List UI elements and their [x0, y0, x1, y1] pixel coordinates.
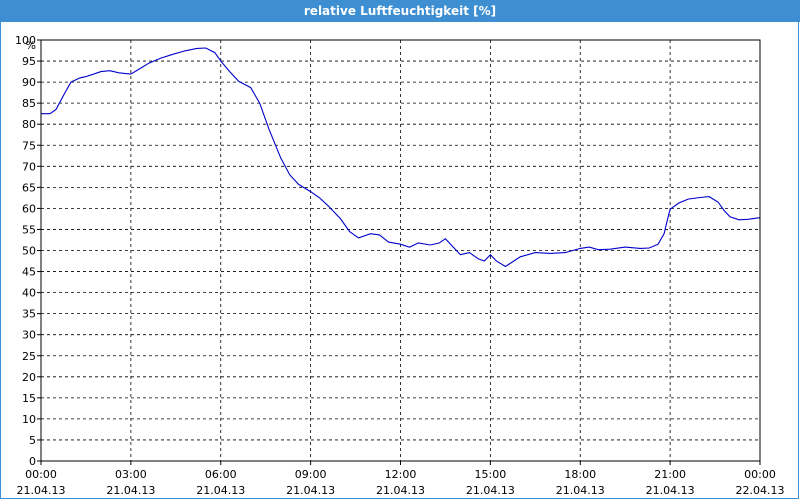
x-tick-time-label: 09:00 [295, 468, 327, 481]
humidity-chart: 0 5 10 15 20 25 30 35 40 45 50 55 60 65 70 75 80 85 90 95 10… [15, 34, 785, 497]
y-tick-label: 0 [29, 455, 36, 468]
y-tick-label: 45 [22, 266, 36, 279]
x-tick-date-label: 21.04.13 [466, 484, 515, 497]
y-tick-label: 100 [15, 34, 36, 47]
y-tick-label: 25 [22, 350, 36, 363]
y-tick-label: 85 [22, 97, 36, 110]
x-tick-time-label: 06:00 [205, 468, 237, 481]
y-axis-ticks: 0 5 10 15 20 25 30 35 40 45 50 55 60 65 70 75 80 85 90 95 10… [15, 34, 36, 468]
y-tick-label: 15 [22, 392, 36, 405]
x-tick-date-label: 21.04.13 [286, 484, 335, 497]
x-tick-date-label: 21.04.13 [376, 484, 425, 497]
x-axis-ticks: 00:00 21.04.13 03:00 21.04.13 06:00 21.04.13 0… [17, 468, 785, 497]
humidity-series-line [41, 47, 761, 268]
x-tick-time-label: 15:00 [475, 468, 507, 481]
y-tick-label: 30 [22, 329, 36, 342]
y-tick-label: 50 [22, 245, 36, 258]
y-tick-label: 75 [22, 139, 36, 152]
y-tick-label: 5 [29, 434, 36, 447]
y-tick-label: 60 [22, 202, 36, 215]
grid-lines [37, 39, 761, 465]
x-tick-time-label: 00:00 [25, 468, 57, 481]
y-tick-label: 70 [22, 160, 36, 173]
x-tick-date-label: 21.04.13 [106, 484, 155, 497]
y-tick-label: 65 [22, 181, 36, 194]
x-tick-date-label: 21.04.13 [556, 484, 605, 497]
x-tick-date-label: 21.04.13 [17, 484, 66, 497]
x-tick-time-label: 12:00 [385, 468, 417, 481]
plot-border [40, 39, 761, 462]
x-tick-time-label: 21:00 [654, 468, 686, 481]
chart-title-bar [0, 0, 800, 22]
chart-title: relative Luftfeuchtigkeit [%] [303, 4, 497, 18]
x-tick-date-label: 22.04.13 [736, 484, 785, 497]
x-tick-time-label: 00:00 [744, 468, 776, 481]
y-tick-label: 90 [22, 76, 36, 89]
y-tick-label: 35 [22, 308, 36, 321]
y-tick-label: 40 [22, 287, 36, 300]
x-tick-date-label: 21.04.13 [196, 484, 245, 497]
x-tick-time-label: 03:00 [115, 468, 147, 481]
y-tick-label: 80 [22, 118, 36, 131]
y-tick-label: 95 [22, 55, 36, 68]
x-tick-date-label: 21.04.13 [646, 484, 695, 497]
y-tick-label: 20 [22, 371, 36, 384]
x-tick-time-label: 18:00 [564, 468, 596, 481]
y-tick-label: 55 [22, 223, 36, 236]
y-axis-unit-label: % [26, 39, 36, 52]
y-tick-label: 10 [22, 413, 36, 426]
